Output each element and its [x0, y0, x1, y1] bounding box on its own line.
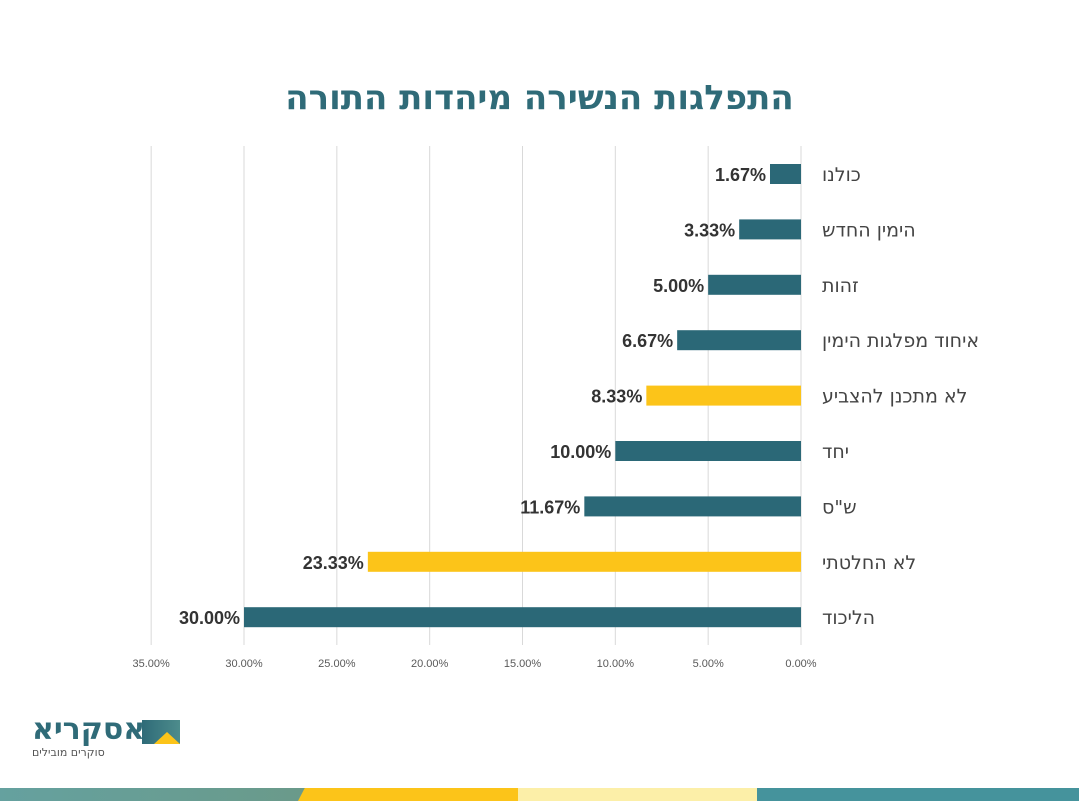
data-label: 10.00% — [550, 442, 611, 462]
data-label: 30.00% — [179, 608, 240, 628]
footer-band-3 — [518, 788, 760, 801]
data-label: 6.67% — [622, 331, 673, 351]
bar — [615, 441, 801, 461]
x-tick-label: 10.00% — [597, 658, 635, 670]
bar — [646, 385, 801, 406]
category-label: איחוד מפלגות הימין — [822, 330, 979, 352]
chart-title: התפלגות הנשירה מיהדות התורה — [285, 78, 794, 118]
category-label: כולנו — [822, 164, 861, 186]
bar — [677, 330, 801, 351]
bar-chart: 0.00% 5.00% 10.00% 15.00% 20.00% 25.00% 30.00%… — [133, 146, 979, 670]
category-label: ש"ס — [822, 496, 857, 518]
footer-band-2 — [298, 788, 523, 801]
bar — [739, 219, 801, 240]
x-tick-label: 0.00% — [785, 658, 816, 670]
x-tick-label: 25.00% — [318, 658, 356, 670]
x-tick-label: 35.00% — [133, 658, 171, 670]
data-label: 1.67% — [715, 165, 766, 185]
logo-tagline: סוקרים מובילים — [32, 746, 105, 759]
x-tick-label: 5.00% — [693, 658, 724, 670]
category-label: הליכוד — [822, 607, 875, 629]
x-tick-label: 20.00% — [411, 658, 449, 670]
bar — [367, 551, 801, 572]
footer-band-1 — [0, 788, 305, 801]
bar — [708, 274, 801, 295]
bar — [244, 607, 801, 628]
data-label: 3.33% — [684, 220, 735, 240]
category-label: לא החלטתי — [822, 552, 916, 574]
logo-triangle-icon — [154, 732, 180, 744]
x-tick-label: 30.00% — [225, 658, 263, 670]
category-label: לא מתכנן להצביע — [822, 386, 967, 408]
category-label: זהות — [822, 275, 859, 297]
data-label: 5.00% — [653, 276, 704, 296]
category-label: יחד — [822, 441, 849, 463]
data-label: 8.33% — [591, 387, 642, 407]
bar — [769, 164, 801, 184]
logo: אסקריא סוקרים מובילים — [30, 712, 190, 762]
bar — [584, 496, 801, 517]
logo-name: אסקריא — [32, 712, 146, 747]
data-label: 11.67% — [520, 497, 580, 517]
footer-band-4 — [757, 788, 1079, 801]
data-label: 23.33% — [303, 553, 364, 573]
category-label: הימין החדש — [822, 219, 916, 241]
x-tick-label: 15.00% — [504, 658, 542, 670]
